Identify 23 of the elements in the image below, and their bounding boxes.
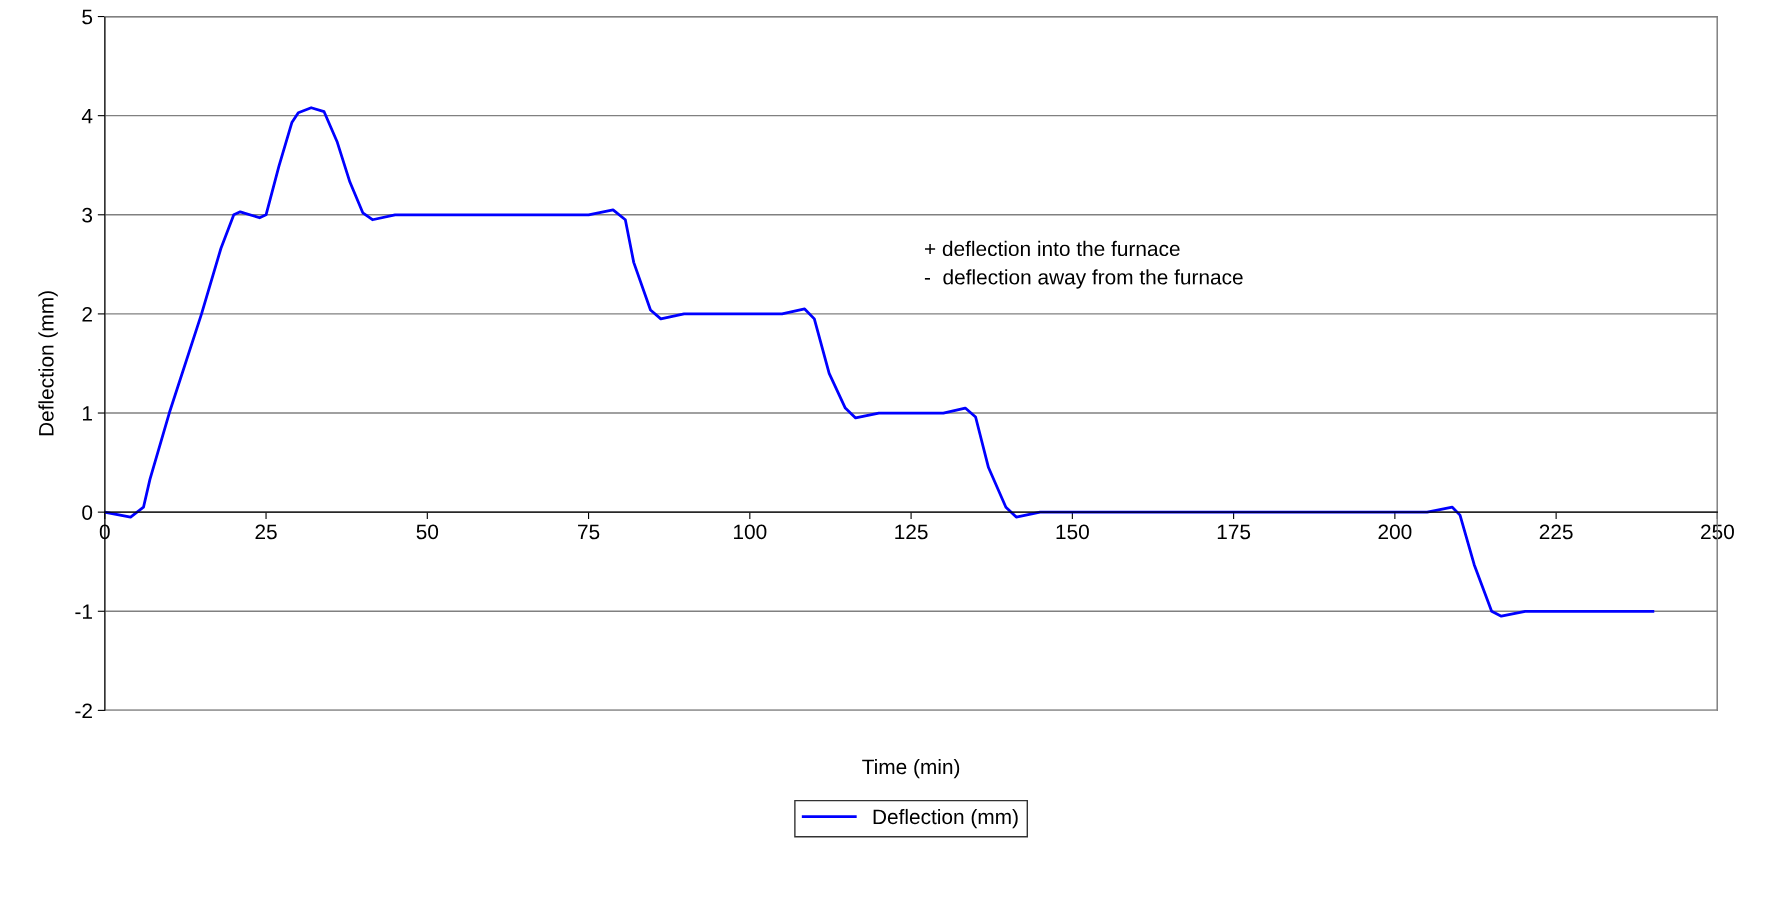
- legend-label: Deflection (mm): [873, 808, 1018, 829]
- x-tick-label: 75: [578, 524, 600, 540]
- x-tick-label: 200: [1378, 524, 1412, 540]
- x-axis-title: Time (min): [862, 758, 960, 779]
- y-tick-label: 5: [82, 9, 93, 25]
- y-tick-label: -2: [75, 703, 92, 718]
- y-axis-title: Deflection (mm): [38, 291, 58, 436]
- annotation: + deflection into the furnace: [925, 240, 1180, 257]
- x-tick-label: 25: [255, 524, 277, 540]
- y-tick-label: 2: [82, 306, 92, 322]
- x-tick-label: 150: [1056, 524, 1089, 540]
- x-tick-label: 250: [1701, 524, 1734, 540]
- y-tick-label: 4: [81, 108, 93, 124]
- x-tick-label: 100: [734, 524, 767, 540]
- annotation: - deflection away from the furnace: [924, 269, 1243, 289]
- y-tick-label: 3: [82, 207, 93, 223]
- y-tick-label: 0: [82, 505, 93, 520]
- y-tick-label: -1: [75, 604, 92, 619]
- x-tick-label: 125: [895, 524, 928, 540]
- x-tick-label: 50: [416, 524, 439, 540]
- y-tick-label: 1: [82, 406, 92, 421]
- x-tick-label: 175: [1217, 524, 1251, 540]
- x-tick-label: 225: [1539, 524, 1573, 540]
